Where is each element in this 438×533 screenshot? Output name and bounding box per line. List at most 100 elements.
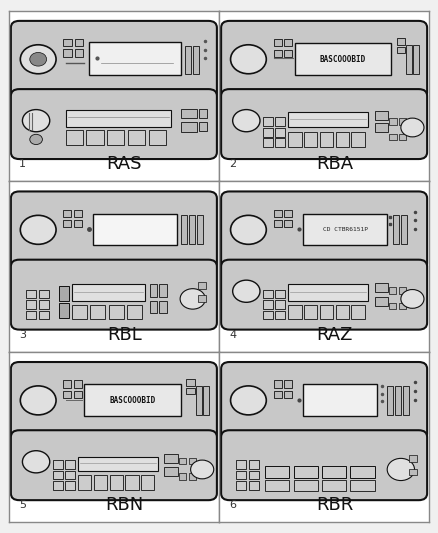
FancyBboxPatch shape xyxy=(11,191,217,270)
Bar xyxy=(75,39,83,46)
Bar xyxy=(351,305,365,319)
Bar xyxy=(53,461,63,469)
Bar xyxy=(185,46,191,74)
Bar xyxy=(74,391,82,398)
Text: RAZ: RAZ xyxy=(316,326,353,344)
Bar xyxy=(53,481,63,490)
Bar xyxy=(263,290,273,298)
Text: BASCOOOBID: BASCOOOBID xyxy=(110,396,156,405)
Bar xyxy=(74,220,82,227)
Bar xyxy=(149,130,166,146)
Bar xyxy=(395,386,401,415)
Bar xyxy=(274,50,282,56)
Bar xyxy=(107,130,124,146)
Bar xyxy=(293,466,318,478)
Bar xyxy=(199,109,207,118)
Bar xyxy=(187,388,195,394)
Bar xyxy=(249,461,259,469)
Bar xyxy=(322,480,346,491)
Circle shape xyxy=(22,451,50,473)
Bar xyxy=(399,134,406,140)
Circle shape xyxy=(20,386,56,415)
Bar xyxy=(159,285,166,297)
Bar xyxy=(288,285,368,301)
Bar xyxy=(127,305,142,319)
Bar xyxy=(25,290,36,298)
Bar xyxy=(90,305,106,319)
Bar xyxy=(320,132,333,147)
Bar xyxy=(402,215,407,244)
Bar xyxy=(389,303,396,309)
Bar xyxy=(39,300,49,309)
Bar xyxy=(74,210,82,217)
Bar xyxy=(64,39,72,46)
Text: RBL: RBL xyxy=(107,326,142,344)
Bar xyxy=(25,300,36,309)
Bar xyxy=(263,138,273,147)
Bar xyxy=(125,475,139,490)
Bar xyxy=(288,305,302,319)
Bar xyxy=(274,220,282,227)
Bar xyxy=(164,454,178,463)
Bar xyxy=(128,130,145,146)
FancyBboxPatch shape xyxy=(221,430,427,500)
Bar xyxy=(193,46,198,74)
Bar xyxy=(249,481,259,490)
FancyBboxPatch shape xyxy=(11,430,217,500)
FancyBboxPatch shape xyxy=(11,21,217,99)
Bar xyxy=(189,215,195,244)
Bar xyxy=(295,43,392,75)
Bar xyxy=(236,481,246,490)
Bar xyxy=(397,47,405,53)
Bar xyxy=(263,300,273,309)
Bar xyxy=(64,391,71,398)
Bar xyxy=(65,461,75,469)
Bar xyxy=(64,210,71,217)
Bar xyxy=(64,381,71,387)
Bar xyxy=(284,391,292,398)
Bar xyxy=(303,384,377,416)
Bar xyxy=(203,386,209,415)
Bar xyxy=(350,466,374,478)
Bar xyxy=(284,381,292,387)
Bar xyxy=(336,132,349,147)
Bar xyxy=(274,210,282,217)
Bar xyxy=(303,214,387,245)
Bar xyxy=(65,471,75,479)
Bar xyxy=(288,112,368,127)
Circle shape xyxy=(20,215,56,244)
Circle shape xyxy=(230,386,266,415)
Bar xyxy=(159,301,166,313)
Bar xyxy=(249,471,259,479)
Bar xyxy=(197,215,203,244)
Circle shape xyxy=(180,289,205,309)
Bar xyxy=(304,305,318,319)
Bar xyxy=(72,305,87,319)
FancyBboxPatch shape xyxy=(11,89,217,159)
Bar xyxy=(304,132,318,147)
Text: 2: 2 xyxy=(230,159,237,169)
Bar xyxy=(72,285,145,301)
Text: RBN: RBN xyxy=(105,496,144,514)
Bar xyxy=(393,215,399,244)
Text: 4: 4 xyxy=(230,330,237,340)
Bar xyxy=(284,210,292,217)
Bar xyxy=(39,311,49,319)
Bar xyxy=(150,285,157,297)
Bar xyxy=(389,134,397,140)
Bar xyxy=(181,123,197,132)
Bar xyxy=(397,38,405,45)
Bar xyxy=(164,467,178,477)
Bar xyxy=(86,130,103,146)
Bar xyxy=(320,305,333,319)
FancyBboxPatch shape xyxy=(221,362,427,440)
Bar xyxy=(78,475,92,490)
FancyBboxPatch shape xyxy=(221,191,427,270)
FancyBboxPatch shape xyxy=(11,260,217,329)
FancyBboxPatch shape xyxy=(221,89,427,159)
Bar xyxy=(236,471,246,479)
Bar xyxy=(181,215,187,244)
Bar xyxy=(93,214,177,245)
Bar xyxy=(179,473,186,480)
Bar xyxy=(59,286,69,301)
